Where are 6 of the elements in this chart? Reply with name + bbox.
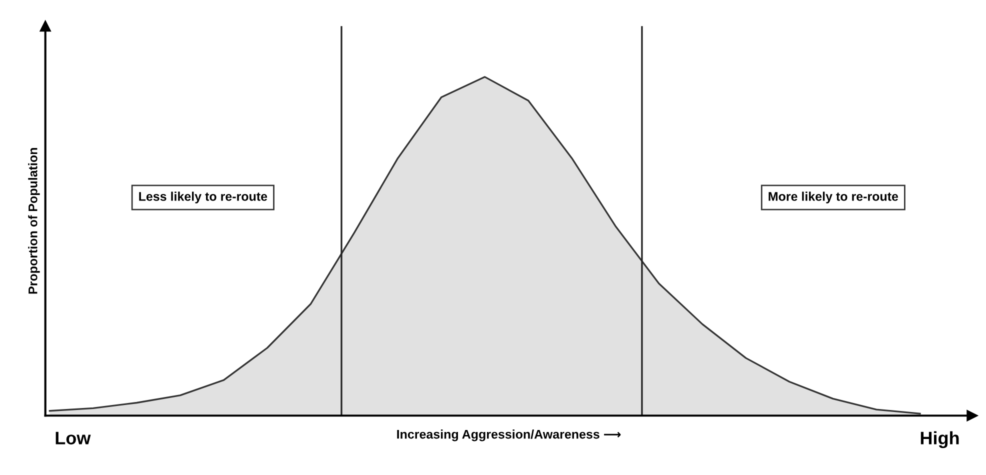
annotation: Less likely to re-route: [139, 192, 268, 204]
x-axis-title: Increasing Aggression/Awareness ⟶: [397, 430, 621, 442]
y-axis-title: Proportion of Population: [28, 148, 40, 294]
text: High: [920, 431, 959, 448]
annotation: More likely to re-route: [768, 192, 898, 204]
text: Low: [56, 432, 91, 444]
